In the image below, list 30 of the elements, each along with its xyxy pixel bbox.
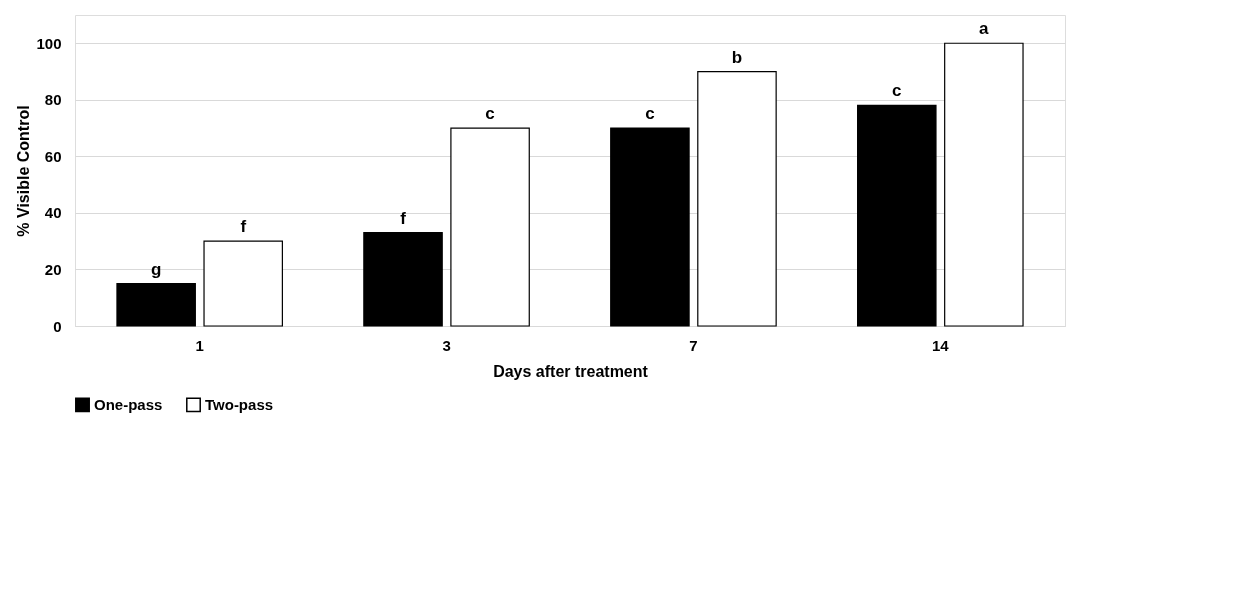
bar [610,127,690,327]
legend-label: One-pass [94,395,163,413]
annotation: g [150,259,162,279]
legend-label: Two-pass [205,395,274,413]
y-axis-title: % Visible Control [15,105,33,237]
annotation: c [485,104,495,124]
x-tick-label: 7 [689,336,698,354]
x-tick-label: 14 [931,336,950,354]
x-axis-title: Days after treatment [493,362,649,380]
annotation: c [892,81,902,101]
y-tick-label: 40 [44,204,62,222]
y-tick-label: 20 [44,260,62,278]
bar [697,70,777,327]
y-tick-label: 60 [44,147,62,165]
bar [203,240,283,327]
bar [944,42,1024,327]
bar [363,232,443,327]
annotation: c [645,104,655,124]
bar [857,104,937,327]
x-tick-label: 1 [195,336,204,354]
y-tick-label: 100 [36,34,62,52]
annotation: f [400,208,407,228]
bar [450,127,530,327]
x-tick-label: 3 [442,336,451,354]
bar [116,282,196,327]
annotation: a [979,19,990,39]
annotation: b [731,47,743,67]
y-tick-label: 0 [53,317,62,335]
annotation: f [240,217,247,237]
y-tick-label: 80 [44,91,62,109]
